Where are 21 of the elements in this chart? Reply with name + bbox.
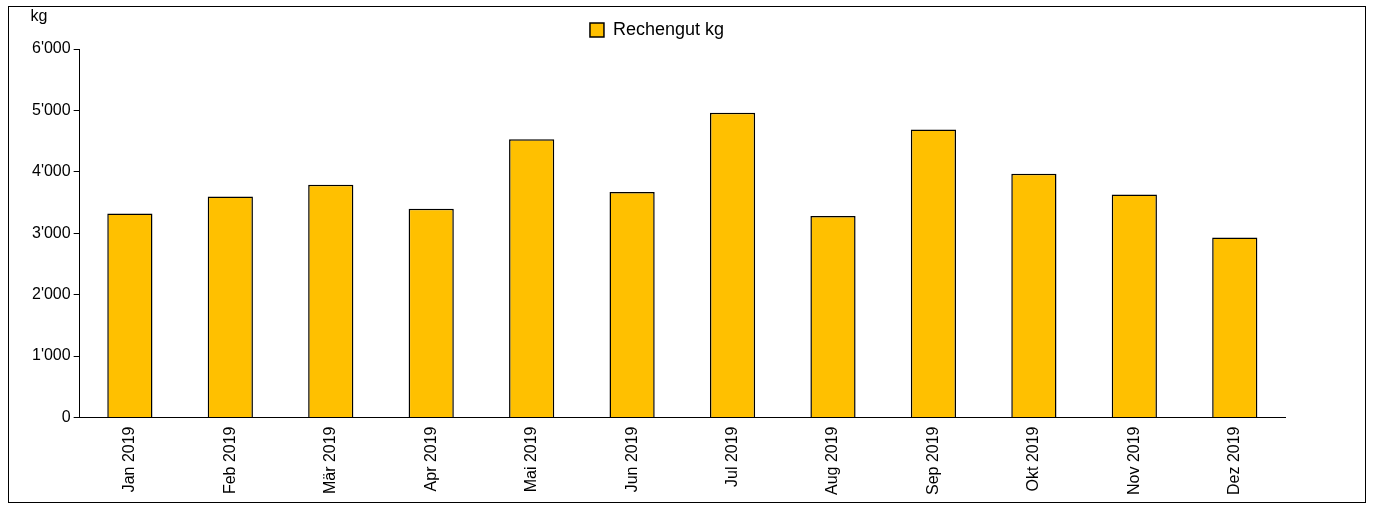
x-tick-label: Sep 2019 bbox=[923, 426, 941, 496]
x-tick-label: Aug 2019 bbox=[823, 426, 841, 496]
y-tick-label: 3'000 bbox=[31, 223, 71, 241]
y-tick-label: 0 bbox=[61, 407, 71, 425]
x-tick-label: Jul 2019 bbox=[722, 426, 740, 487]
x-tick-label: Nov 2019 bbox=[1124, 426, 1142, 495]
x-tick-label: Apr 2019 bbox=[421, 426, 439, 492]
x-tick-label: Dez 2019 bbox=[1225, 426, 1243, 495]
x-tick-label: Mär 2019 bbox=[321, 426, 339, 495]
x-tick-label: Jan 2019 bbox=[120, 426, 138, 493]
x-tick-label: Mai 2019 bbox=[522, 426, 540, 493]
y-tick-label: 1'000 bbox=[31, 346, 71, 364]
y-axis-title: kg bbox=[30, 7, 48, 25]
x-tick-label: Okt 2019 bbox=[1024, 426, 1042, 492]
x-tick-label: Jun 2019 bbox=[622, 426, 640, 493]
legend-label: Rechengut kg bbox=[612, 18, 725, 39]
y-tick-label: 4'000 bbox=[31, 162, 71, 180]
y-tick-label: 5'000 bbox=[31, 100, 71, 118]
x-tick-label: Feb 2019 bbox=[220, 426, 238, 495]
y-tick-label: 6'000 bbox=[31, 39, 71, 57]
y-tick-label: 2'000 bbox=[31, 285, 71, 303]
